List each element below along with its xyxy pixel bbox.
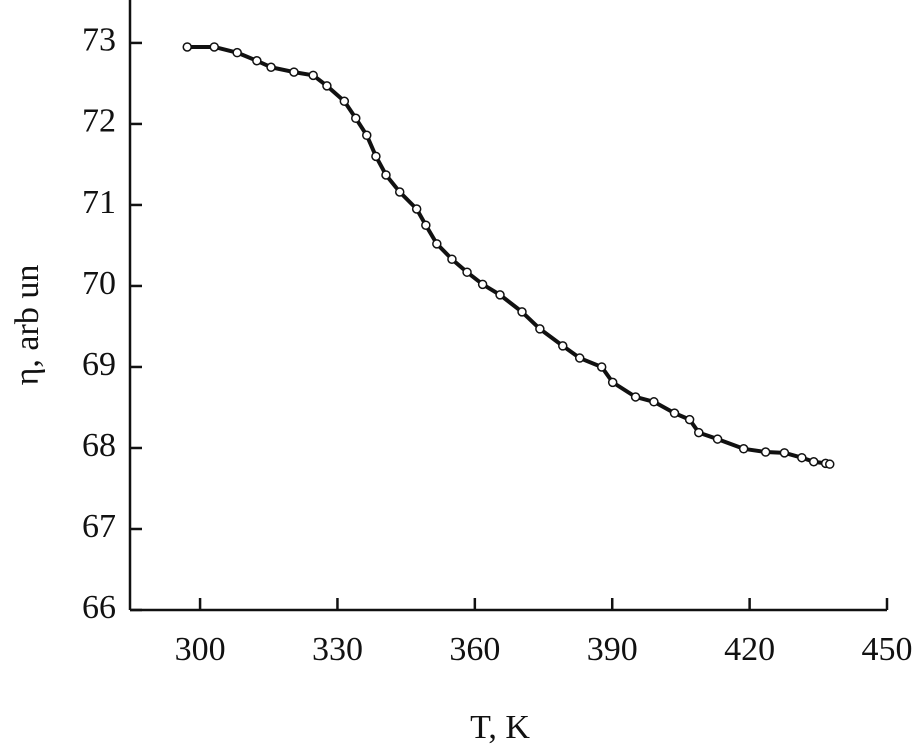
y-tick-label: 68 [82, 427, 116, 464]
data-point [669, 408, 680, 418]
data-point [535, 324, 545, 334]
series-line [187, 44, 831, 467]
x-tick-label: 450 [862, 631, 913, 668]
data-point [381, 170, 391, 180]
data-point [394, 187, 405, 197]
data-point [797, 452, 807, 463]
data-point [607, 377, 618, 388]
data-point [182, 42, 192, 52]
data-point [252, 56, 262, 66]
data-point [517, 307, 527, 317]
data-point [477, 279, 488, 290]
data-point [447, 254, 457, 264]
y-axis-label: η, arb un [9, 265, 46, 386]
data-point [684, 414, 695, 425]
x-axis-label: T, K [470, 709, 530, 746]
x-tick-label: 330 [312, 631, 363, 668]
data-point [432, 239, 442, 249]
y-tick-label: 69 [82, 346, 116, 383]
data-point [322, 81, 332, 91]
data-point [694, 427, 704, 438]
x-tick-label: 390 [587, 631, 638, 668]
x-tick-label: 420 [724, 631, 775, 668]
y-tick-label: 72 [82, 103, 116, 140]
y-tick-label: 73 [82, 22, 116, 59]
data-point [308, 70, 318, 81]
data-point [649, 397, 659, 407]
y-tick-label: 70 [82, 265, 116, 302]
data-point [712, 434, 723, 444]
data-point [339, 96, 350, 107]
data-point [371, 151, 381, 162]
data-point [209, 42, 220, 52]
data-point [462, 267, 472, 277]
data-point [411, 204, 422, 214]
data-point [232, 47, 242, 58]
data-point [808, 457, 819, 467]
x-tick-label: 300 [175, 631, 226, 668]
y-tick-label: 67 [82, 508, 116, 545]
y-tick-label: 71 [82, 184, 116, 221]
data-point [362, 130, 372, 141]
data-point [630, 392, 641, 402]
data-point [738, 444, 749, 454]
data-point [351, 113, 361, 124]
data-point [289, 67, 299, 77]
data-point [825, 459, 835, 469]
data-point [495, 290, 505, 300]
data-point [421, 220, 431, 230]
x-tick-label: 360 [449, 631, 500, 668]
data-point [266, 62, 276, 72]
data-point [760, 447, 771, 457]
data-point [574, 353, 585, 363]
data-point [558, 341, 568, 351]
data-point [596, 362, 607, 372]
data-point [779, 448, 790, 458]
y-tick-label: 66 [82, 589, 116, 626]
